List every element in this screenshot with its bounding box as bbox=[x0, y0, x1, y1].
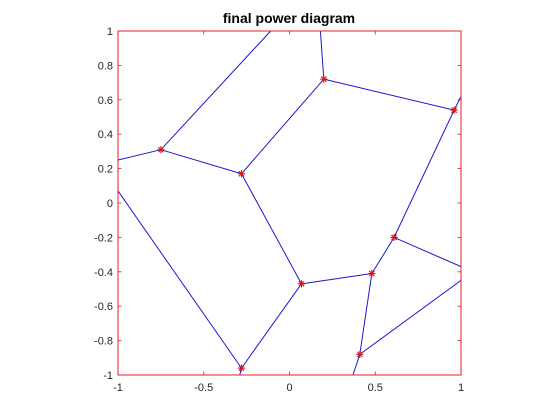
diagram-edge bbox=[240, 78, 325, 175]
diagram-edge bbox=[301, 273, 373, 285]
vertex-marker bbox=[320, 75, 328, 83]
y-tick-label: -0.6 bbox=[94, 301, 113, 313]
diagram-edge bbox=[393, 109, 455, 238]
diagram-edge bbox=[240, 283, 303, 369]
diagram-edge bbox=[117, 190, 242, 369]
x-tick-label: 1 bbox=[458, 382, 464, 394]
chart-title: final power diagram bbox=[223, 10, 355, 26]
x-tick-label: 0.5 bbox=[368, 382, 383, 394]
y-tick-label: 0.4 bbox=[98, 129, 113, 141]
vertex-marker-stroke bbox=[157, 146, 164, 153]
y-tick-label: -0.4 bbox=[94, 267, 113, 279]
y-tick-label: 0 bbox=[107, 198, 113, 210]
diagram-edge bbox=[160, 30, 272, 151]
vertex-marker bbox=[157, 146, 165, 154]
diagram-edge bbox=[323, 78, 455, 111]
x-tick-label: 0 bbox=[286, 382, 292, 394]
vertex-marker-stroke bbox=[451, 107, 458, 114]
plot-area bbox=[118, 31, 461, 375]
vertex-marker-stroke bbox=[238, 170, 245, 177]
diagram-edge bbox=[371, 236, 395, 275]
plot-background bbox=[118, 31, 461, 375]
diagram-edge bbox=[359, 273, 373, 355]
vertex-marker-stroke bbox=[368, 270, 375, 277]
vertex-marker bbox=[237, 364, 246, 372]
diagram-edge bbox=[319, 30, 325, 80]
x-tick-label: -0.5 bbox=[194, 382, 213, 394]
power-diagram-vertices bbox=[157, 75, 458, 372]
y-tick-label: 0.6 bbox=[98, 95, 113, 107]
x-tick-label: -1 bbox=[113, 382, 123, 394]
diagram-edge bbox=[352, 353, 361, 376]
diagram-edge bbox=[393, 236, 462, 268]
diagram-edge bbox=[359, 279, 462, 355]
vertex-marker-stroke bbox=[391, 234, 398, 241]
vertex-marker bbox=[450, 106, 458, 114]
axes-frame bbox=[117, 30, 462, 376]
vertex-marker-stroke bbox=[238, 365, 245, 372]
vertex-marker-stroke bbox=[356, 351, 363, 358]
diagram-edge bbox=[453, 95, 462, 111]
vertex-marker-stroke bbox=[298, 280, 305, 287]
vertex-marker bbox=[390, 233, 398, 241]
y-tick-label: 0.8 bbox=[98, 60, 113, 72]
power-diagram-edges bbox=[117, 30, 462, 376]
y-tick-label: 1 bbox=[107, 26, 113, 38]
vertex-marker-stroke bbox=[320, 76, 327, 83]
axes-frame-layer bbox=[117, 30, 462, 376]
vertex-marker bbox=[356, 350, 364, 358]
diagram-edge bbox=[117, 149, 162, 161]
vertex-marker bbox=[368, 269, 376, 278]
diagram-edge bbox=[160, 149, 242, 175]
y-tick-label: 0.2 bbox=[98, 164, 113, 176]
axis-ticks: -1 -0.5 0 0.5 1 1 0.8 0.6 0.4 0.2 0 -0.2 -0.4 -0.6 -0.… bbox=[94, 26, 464, 394]
y-tick-label: -0.8 bbox=[94, 336, 113, 348]
diagram-edge bbox=[240, 173, 303, 285]
y-tick-label: -1 bbox=[103, 370, 113, 382]
y-tick-label: -0.2 bbox=[94, 232, 113, 244]
vertex-marker bbox=[237, 170, 246, 178]
vertex-marker bbox=[297, 280, 306, 288]
